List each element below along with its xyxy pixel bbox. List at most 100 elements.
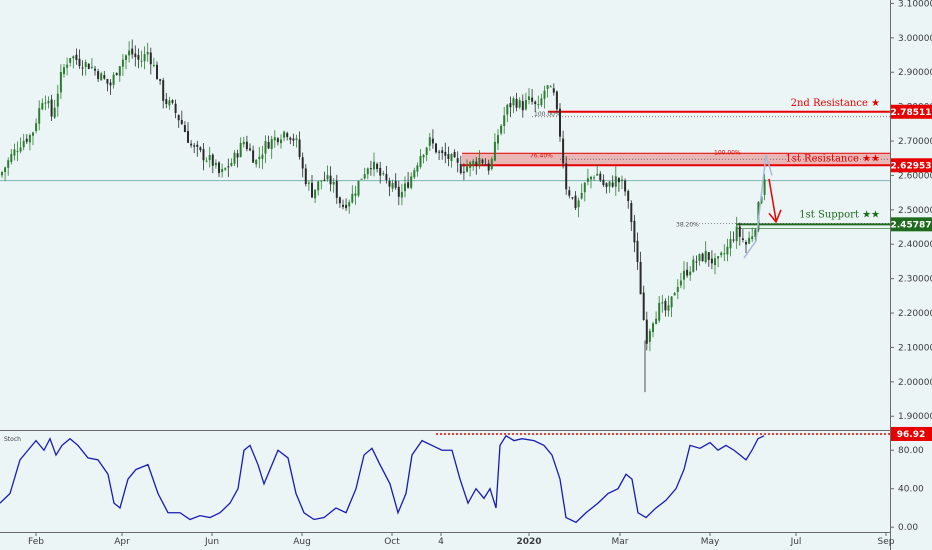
candle	[469, 160, 472, 177]
candle	[425, 146, 428, 162]
candle-body	[410, 176, 413, 188]
candle	[745, 240, 747, 254]
candle-body	[1, 172, 3, 176]
candle-body	[661, 302, 664, 304]
candle	[543, 85, 546, 109]
candle	[568, 186, 571, 199]
candle	[565, 156, 568, 195]
candle-body	[128, 50, 131, 56]
candle-body	[230, 162, 233, 166]
candle	[335, 174, 338, 204]
candle	[156, 61, 158, 80]
candle	[317, 181, 320, 196]
candle	[379, 161, 382, 184]
candle-body	[664, 300, 667, 311]
candle-body	[590, 176, 592, 180]
candle-body	[481, 159, 484, 164]
candle	[562, 130, 565, 169]
candle	[732, 231, 735, 243]
candle-body	[196, 144, 199, 147]
fib-level-label: 76.40%	[530, 152, 553, 159]
candle-body	[59, 72, 62, 93]
candle-body	[224, 168, 227, 170]
candle	[453, 149, 456, 158]
candle	[704, 241, 707, 264]
candle-body	[639, 261, 642, 295]
candle-body	[583, 182, 586, 193]
candle	[593, 175, 596, 181]
candle-body	[552, 88, 555, 93]
candle-body	[180, 119, 183, 125]
price-tick-label: 3.10000	[898, 0, 932, 9]
candle	[289, 136, 292, 145]
time-tick-label: Mar	[612, 537, 629, 547]
candle-body	[621, 179, 623, 181]
candle	[679, 272, 682, 289]
candle	[38, 100, 41, 131]
candle	[540, 93, 543, 107]
candle-body	[630, 203, 633, 223]
candle	[484, 158, 487, 166]
candle	[549, 85, 552, 88]
candle	[4, 166, 7, 182]
candle	[394, 173, 397, 190]
candle-body	[425, 147, 428, 155]
candle	[701, 252, 704, 262]
level-price-tag	[891, 217, 932, 232]
candle-body	[159, 79, 162, 81]
candle	[264, 135, 267, 164]
candle-body	[608, 181, 611, 187]
candle-body	[298, 139, 301, 157]
candle	[41, 98, 44, 111]
candle-body	[304, 168, 307, 185]
candle	[617, 176, 620, 192]
candle	[462, 163, 465, 181]
candle	[506, 103, 509, 123]
candle	[726, 238, 729, 262]
candle-body	[187, 131, 189, 143]
candle-body	[35, 123, 38, 131]
candle-body	[487, 163, 490, 171]
candle	[354, 185, 357, 205]
candle-body	[497, 135, 499, 144]
candle-body	[512, 98, 515, 106]
candle-body	[428, 137, 431, 146]
candle-body	[202, 149, 205, 161]
candle-body	[763, 179, 766, 195]
candle	[205, 157, 208, 163]
candle-body	[28, 135, 31, 143]
candle	[435, 142, 437, 154]
candle-body	[47, 100, 50, 104]
candle	[245, 135, 248, 152]
candle	[559, 103, 561, 142]
candle-body	[78, 58, 81, 67]
candle-body	[577, 200, 580, 208]
candle-body	[227, 166, 230, 168]
stoch-tick-label: 0.00	[898, 523, 918, 533]
candle-body	[376, 163, 379, 169]
candle	[323, 171, 326, 182]
candle-body	[611, 182, 614, 187]
candle-body	[363, 174, 366, 179]
candle	[447, 146, 450, 167]
candle-body	[109, 82, 112, 86]
stoch-pane: Stoch	[0, 433, 890, 524]
candle	[258, 146, 261, 169]
candle-body	[484, 164, 487, 166]
candle	[183, 121, 186, 133]
candle	[630, 200, 633, 232]
candle	[456, 151, 459, 173]
candle-body	[311, 182, 313, 198]
candle	[134, 45, 137, 67]
candle	[276, 137, 279, 146]
candle-body	[69, 57, 72, 63]
candle-body	[534, 101, 537, 105]
candle	[270, 135, 273, 159]
candle	[376, 162, 379, 173]
candle	[50, 94, 53, 122]
stoch-level-tag-text: 96.92	[897, 430, 925, 440]
candle-body	[444, 151, 447, 156]
candle	[763, 174, 766, 201]
candle	[382, 170, 385, 176]
candle-body	[369, 168, 372, 170]
